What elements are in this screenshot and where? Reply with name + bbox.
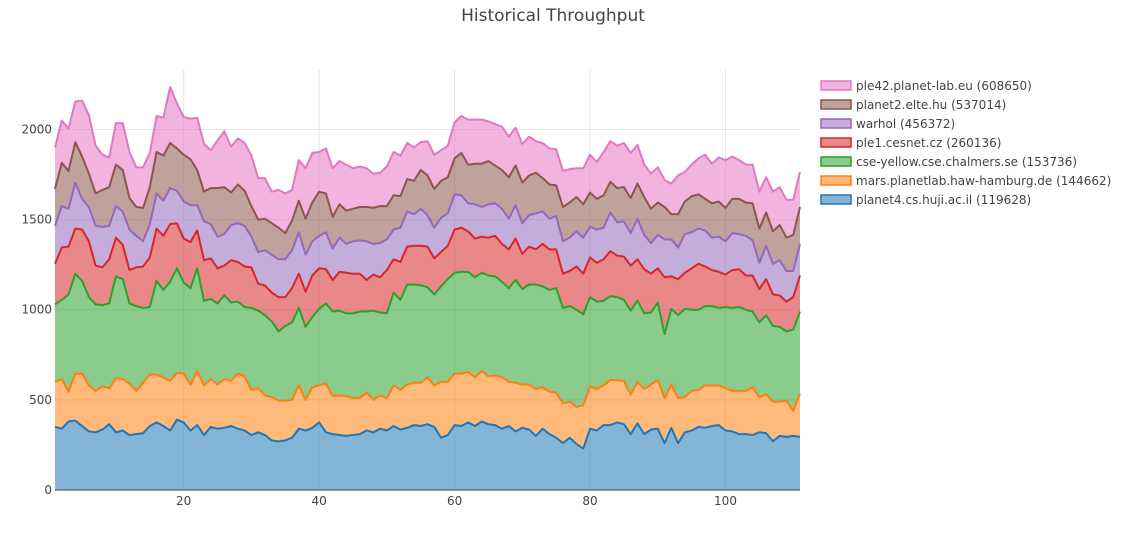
legend-item[interactable]: planet2.elte.hu (537014) — [820, 98, 1006, 112]
y-tick-label: 500 — [29, 393, 52, 407]
area-series-0 — [55, 419, 800, 490]
y-tick-label: 0 — [44, 483, 52, 497]
line-series-5 — [54, 141, 801, 239]
legend-label: ple1.cesnet.cz (260136) — [856, 136, 1001, 150]
legend-label: cse-yellow.cse.chalmers.se (153736) — [856, 155, 1077, 169]
line-series-3 — [54, 222, 801, 303]
legend-label: ple42.planet-lab.eu (608650) — [856, 79, 1032, 93]
y-tick-label: 1500 — [21, 213, 52, 227]
x-tick-label: 80 — [582, 494, 597, 508]
line-series-1 — [54, 370, 801, 412]
area-series-3 — [55, 223, 800, 335]
legend-swatch — [820, 137, 852, 148]
legend-item[interactable]: mars.planetlab.haw-hamburg.de (144662) — [820, 174, 1111, 188]
legend-item[interactable]: cse-yellow.cse.chalmers.se (153736) — [820, 155, 1077, 169]
line-series-6 — [54, 86, 801, 201]
legend-swatch — [820, 118, 852, 129]
y-tick-label: 1000 — [21, 303, 52, 317]
legend-item[interactable]: warhol (456372) — [820, 117, 955, 131]
chart-title: Historical Throughput — [461, 6, 645, 26]
x-tick-label: 40 — [311, 494, 326, 508]
area-series-6 — [55, 87, 800, 238]
legend-label: planet2.elte.hu (537014) — [856, 98, 1006, 112]
legend-swatch — [820, 156, 852, 167]
legend-swatch — [820, 175, 852, 186]
legend-swatch — [820, 99, 852, 110]
area-series-4 — [55, 182, 800, 302]
legend-label: warhol (456372) — [856, 117, 955, 131]
legend-label: mars.planetlab.haw-hamburg.de (144662) — [856, 174, 1111, 188]
line-series-0 — [54, 418, 801, 450]
x-tick-label: 100 — [714, 494, 737, 508]
legend-swatch — [820, 194, 852, 205]
axis-layer: 0 500 1000 1500 2000 20 40 60 80 100 — [21, 122, 800, 508]
x-tick-label: 20 — [176, 494, 191, 508]
area-series-5 — [55, 142, 800, 271]
legend-item[interactable]: planet4.cs.huji.ac.il (119628) — [820, 193, 1031, 207]
x-tick-label: 60 — [447, 494, 462, 508]
legend-swatch — [820, 80, 852, 91]
line-series-4 — [54, 181, 801, 272]
legend-item[interactable]: ple1.cesnet.cz (260136) — [820, 136, 1001, 150]
line-series-2 — [54, 267, 801, 336]
y-tick-label: 2000 — [21, 122, 52, 136]
legend-label: planet4.cs.huji.ac.il (119628) — [856, 193, 1031, 207]
legend: ple42.planet-lab.eu (608650) planet2.elte… — [820, 79, 1111, 207]
legend-item[interactable]: ple42.planet-lab.eu (608650) — [820, 79, 1032, 93]
line-layer — [54, 86, 801, 450]
